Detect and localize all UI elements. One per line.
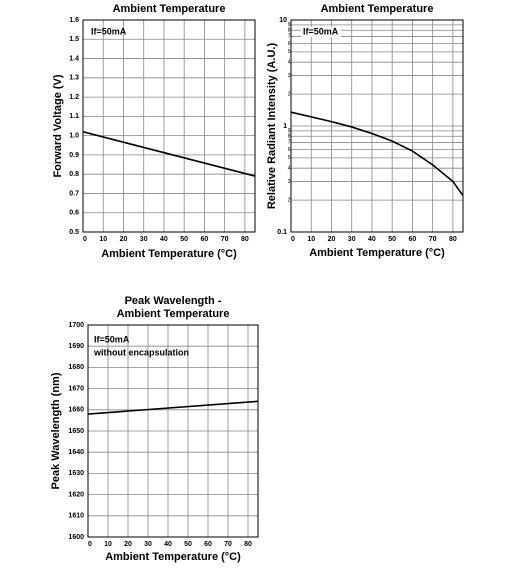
curve [290,111,464,197]
plot-area [83,20,255,232]
y-tick-label: 1.0 [69,132,79,139]
x-tick-label: 20 [120,236,128,243]
y-tick-label: 0.6 [69,210,79,217]
y-tick-label: 1630 [68,470,84,477]
y-tick-label: 1690 [68,343,84,350]
x-tick-label: 10 [307,236,315,243]
chart-title: Ambient Temperature [117,308,230,320]
y-tick-label: 9 [288,22,291,28]
y-tick-label: 1.1 [69,113,79,120]
x-tick-label: 50 [388,236,396,243]
x-tick-label: 0 [83,236,87,243]
x-tick-label: 80 [449,236,457,243]
x-tick-label: 80 [241,236,249,243]
y-tick-label: 4 [288,60,291,66]
annotation-bg [301,27,341,37]
y-tick-label: 8 [288,134,291,140]
y-tick-label: 1670 [68,385,84,392]
x-tick-label: 40 [164,541,172,548]
x-tick-label: 50 [184,541,192,548]
x-axis-label: Ambient Temperature (°C) [105,551,241,563]
y-axis-label: Relative Radiant Intensity (A.U.) [266,43,278,210]
y-tick-label: 0.1 [277,229,287,236]
y-tick-label: 1620 [68,491,84,498]
y-tick-label: 0.7 [69,190,79,197]
x-tick-label: 60 [201,236,209,243]
y-tick-label: 0.8 [69,171,79,178]
y-tick-label: 2 [288,91,291,97]
x-tick-label: 10 [104,541,112,548]
x-tick-label: 50 [180,236,188,243]
y-tick-label: 1680 [68,364,84,371]
x-tick-label: 40 [368,236,376,243]
x-tick-label: 30 [140,236,148,243]
x-tick-label: 30 [348,236,356,243]
annotation: without encapsulation [93,347,189,357]
y-tick-label: 1640 [68,449,84,456]
curve [82,131,256,177]
y-tick-label: 2 [288,197,291,203]
x-tick-label: 20 [328,236,336,243]
x-tick-label: 0 [88,541,92,548]
x-tick-label: 80 [244,541,252,548]
plot-border [82,19,256,233]
y-tick-label: 5 [288,49,291,55]
annotation: If=50mA [94,334,130,344]
chart-title: Ambient Temperature [321,3,434,15]
y-axis-label: Peak Wavelength (nm) [50,372,62,489]
x-tick-label: 70 [221,236,229,243]
y-axis-label: Forward Voltage (V) [52,74,64,177]
plot-border [87,324,259,538]
y-tick-label: 1650 [68,428,84,435]
x-tick-label: 70 [224,541,232,548]
y-tick-label: 1700 [68,322,84,329]
y-tick-label: 8 [288,28,291,34]
y-tick-label: 1.6 [69,17,79,24]
y-tick-label: 7 [288,140,291,146]
annotation: If=50mA [303,26,339,36]
y-tick-label: 1 [283,123,287,130]
y-tick-label: 1.2 [69,94,79,101]
chart-title: Peak Wavelength - [125,295,222,307]
y-tick-label: 1.5 [69,36,79,43]
x-tick-label: 10 [99,236,107,243]
y-tick-label: 3 [288,73,291,79]
y-tick-label: 6 [288,147,291,153]
x-tick-label: 0 [291,236,295,243]
y-tick-label: 0.9 [69,152,79,159]
y-tick-label: 1.3 [69,75,79,82]
x-tick-label: 40 [160,236,168,243]
y-tick-label: 1600 [68,534,84,541]
y-tick-label: 10 [279,17,287,24]
x-tick-label: 30 [144,541,152,548]
y-tick-label: 1660 [68,407,84,414]
y-tick-label: 4 [288,166,291,172]
x-tick-label: 20 [124,541,132,548]
y-tick-label: 1.4 [69,55,79,62]
y-tick-label: 1610 [68,513,84,520]
y-tick-label: 0.5 [69,229,79,236]
x-tick-label: 60 [204,541,212,548]
x-axis-label: Ambient Temperature (°C) [101,248,237,260]
plot-border [290,19,464,233]
y-tick-label: 9 [288,128,291,134]
y-tick-label: 3 [288,179,291,185]
x-tick-label: 70 [429,236,437,243]
y-tick-label: 7 [288,34,291,40]
y-tick-label: 6 [288,41,291,47]
annotation: If=50mA [91,26,127,36]
x-axis-label: Ambient Temperature (°C) [309,247,445,259]
y-tick-label: 5 [288,155,291,161]
x-tick-label: 60 [409,236,417,243]
chart-title: Ambient Temperature [113,3,226,15]
curve [87,400,259,415]
